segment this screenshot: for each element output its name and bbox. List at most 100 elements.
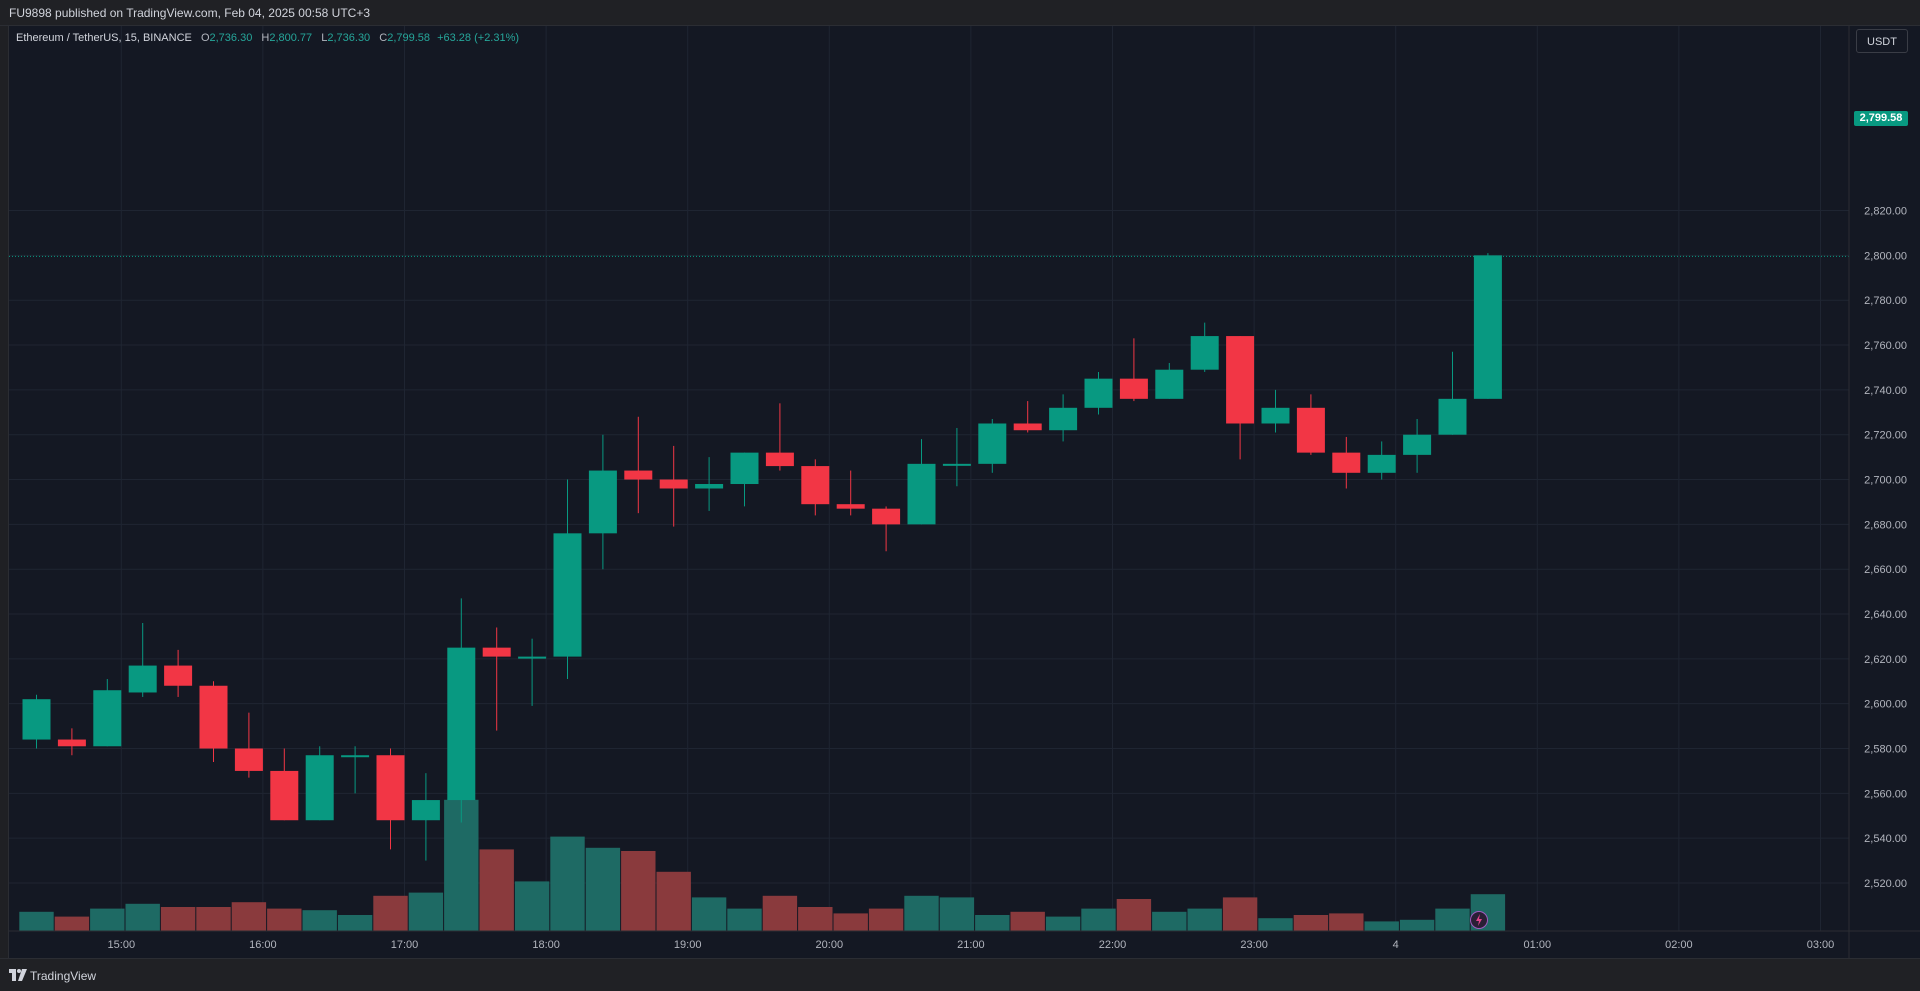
candle-down[interactable]: [1013, 423, 1042, 431]
candle-down[interactable]: [164, 665, 193, 686]
volume-bar: [1187, 908, 1222, 931]
price-tick-label: 2,740.00: [1864, 385, 1907, 397]
candle-up[interactable]: [553, 533, 582, 657]
time-tick-label: 16:00: [249, 939, 277, 951]
candle-down[interactable]: [234, 748, 263, 771]
candles[interactable]: [22, 253, 1502, 861]
price-chart[interactable]: 2,520.00 2,540.00 2,560.00 2,580.00 2,600.00…: [9, 26, 1920, 959]
volume-bar: [1399, 919, 1435, 931]
candle-up[interactable]: [1084, 378, 1113, 408]
candle-down[interactable]: [765, 452, 794, 467]
symbol-legend: Ethereum / TetherUS, 15, BINANCE O2,736.…: [16, 32, 519, 44]
candle-up[interactable]: [305, 755, 334, 821]
candle-up[interactable]: [588, 470, 617, 534]
volume-bar: [656, 871, 691, 931]
brand-name[interactable]: TradingView: [30, 969, 97, 983]
candle-up[interactable]: [1190, 336, 1219, 370]
volume-bar: [1222, 897, 1258, 931]
candle-down[interactable]: [270, 770, 299, 821]
candle-up[interactable]: [1473, 255, 1502, 399]
price-tick-label: 2,520.00: [1864, 878, 1907, 890]
tradingview-logo-icon[interactable]: [9, 969, 27, 981]
price-tick-label: 2,580.00: [1864, 744, 1907, 756]
volume-bar: [408, 892, 444, 931]
candle-up[interactable]: [942, 463, 971, 466]
candle-up[interactable]: [22, 699, 51, 740]
candle-down[interactable]: [872, 508, 901, 525]
candle-down[interactable]: [1226, 336, 1255, 424]
candle-down[interactable]: [1119, 378, 1148, 399]
volume-bar: [90, 908, 125, 931]
price-tick-label: 2,640.00: [1864, 609, 1907, 621]
symbol-name[interactable]: Ethereum / TetherUS, 15, BINANCE: [16, 32, 192, 44]
candle-up[interactable]: [695, 484, 724, 489]
candle-down[interactable]: [801, 466, 830, 505]
candle-up[interactable]: [1155, 369, 1184, 399]
time-tick-label: 01:00: [1524, 939, 1552, 951]
volume-bar: [798, 907, 833, 931]
candle-up[interactable]: [907, 463, 936, 525]
price-tick-label: 2,540.00: [1864, 833, 1907, 845]
volume-bar: [196, 907, 231, 931]
candle-up[interactable]: [447, 647, 476, 801]
price-tick-label: 2,760.00: [1864, 340, 1907, 352]
candle-up[interactable]: [1049, 407, 1078, 431]
candle-up[interactable]: [1438, 398, 1467, 435]
candle-up[interactable]: [341, 755, 370, 758]
price-tick-label: 2,560.00: [1864, 788, 1907, 800]
low-value: 2,736.30: [327, 32, 371, 44]
price-tick-label: 2,700.00: [1864, 475, 1907, 487]
close-value: 2,799.58: [387, 32, 431, 44]
volume-bar: [1010, 911, 1045, 931]
time-tick-label: 21:00: [957, 939, 985, 951]
time-tick-label: 02:00: [1665, 939, 1693, 951]
volume-bar: [691, 897, 727, 931]
candle-down[interactable]: [1296, 407, 1325, 453]
volume-bar: [125, 903, 160, 931]
candle-up[interactable]: [1367, 454, 1396, 473]
candle-up[interactable]: [518, 656, 547, 659]
time-tick-label: 22:00: [1099, 939, 1127, 951]
candle-up[interactable]: [128, 665, 157, 693]
candle-up[interactable]: [730, 452, 759, 485]
publish-header: FU9898 published on TradingView.com, Feb…: [0, 0, 1920, 26]
volume-bar: [160, 907, 196, 931]
candle-down[interactable]: [624, 470, 653, 480]
currency-button[interactable]: USDT: [1856, 29, 1908, 53]
candle-down[interactable]: [836, 504, 865, 509]
volume-bar: [302, 910, 337, 931]
volume-bar: [1152, 911, 1187, 931]
volume-bar: [585, 847, 621, 931]
last-price-label: 2,799.58: [1854, 111, 1908, 126]
volume-bar: [267, 908, 302, 931]
price-tick-label: 2,600.00: [1864, 699, 1907, 711]
candle-down[interactable]: [57, 739, 86, 747]
candle-up[interactable]: [411, 800, 440, 821]
high-value: 2,800.77: [269, 32, 313, 44]
time-tick-label: 17:00: [391, 939, 419, 951]
price-tick-label: 2,680.00: [1864, 519, 1907, 531]
time-tick-label: 18:00: [532, 939, 560, 951]
lightning-icon[interactable]: [1470, 911, 1488, 929]
candle-up[interactable]: [93, 690, 122, 747]
volume-bar: [975, 915, 1010, 931]
time-tick-label: 4: [1393, 939, 1399, 951]
candle-down[interactable]: [376, 755, 405, 821]
chart-pane[interactable]: 2,520.00 2,540.00 2,560.00 2,580.00 2,600.00…: [8, 25, 1920, 959]
candle-up[interactable]: [1261, 407, 1290, 424]
volume-bar: [1293, 915, 1329, 931]
time-axis[interactable]: 15:00 16:00 17:00 18:00 19:00 20:00 21:00 22:00…: [9, 930, 1920, 951]
candle-up[interactable]: [1403, 434, 1432, 455]
volume-bar: [231, 902, 267, 931]
candle-down[interactable]: [482, 647, 511, 657]
candle-down[interactable]: [1332, 452, 1361, 473]
candle-up[interactable]: [978, 423, 1007, 464]
candle-down[interactable]: [659, 479, 688, 489]
price-axis[interactable]: 2,520.00 2,540.00 2,560.00 2,580.00 2,600.00…: [1848, 26, 1907, 959]
candle-down[interactable]: [199, 685, 228, 749]
high-label: H: [261, 32, 270, 44]
volume-bar: [373, 895, 408, 931]
volume-bar: [54, 916, 90, 931]
price-tick-label: 2,820.00: [1864, 206, 1907, 218]
low-label: L: [321, 32, 328, 44]
